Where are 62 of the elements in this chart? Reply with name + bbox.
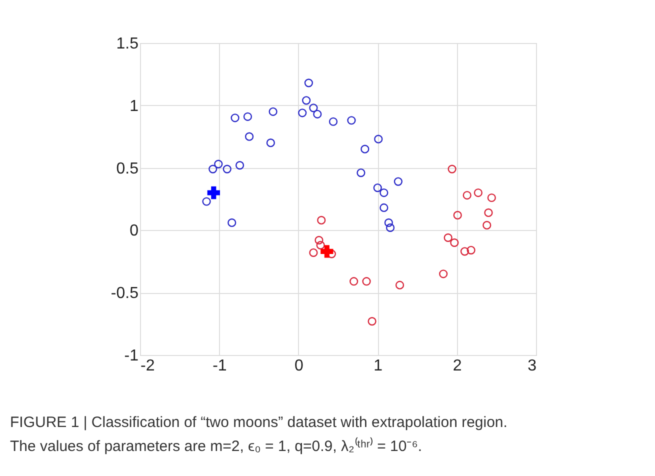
x-tick-label: 1 xyxy=(374,358,383,374)
point xyxy=(374,134,383,144)
caption: FIGURE 1 | Classification of “two moons” dataset with extrapolation region. xyxy=(10,414,508,431)
point xyxy=(466,246,476,254)
point xyxy=(314,236,324,244)
point xyxy=(460,247,470,256)
point xyxy=(350,277,358,286)
point xyxy=(394,177,402,186)
point xyxy=(380,203,388,212)
y-tick-label: 0 xyxy=(130,222,139,240)
y-tick-label: -0.5 xyxy=(110,285,139,302)
point xyxy=(268,107,278,116)
point xyxy=(384,218,393,228)
point xyxy=(439,270,448,278)
point xyxy=(222,164,232,174)
point xyxy=(214,160,223,168)
point xyxy=(244,132,254,141)
x-tick-label: 0 xyxy=(294,358,304,374)
text: The values of parameters are m=2, ϵ₀ = 1, q=0.9, λ₂⁽ᵗʰʳ⁾ = 10⁻⁶. xyxy=(10,437,422,455)
point xyxy=(380,188,388,198)
point xyxy=(316,240,325,250)
point xyxy=(313,110,322,118)
point xyxy=(373,183,382,192)
x-tick-label: 3 xyxy=(528,358,537,374)
point xyxy=(208,164,218,174)
point xyxy=(360,144,370,154)
point xyxy=(450,238,459,247)
point xyxy=(453,210,462,220)
point xyxy=(347,116,356,125)
point xyxy=(487,193,496,202)
point xyxy=(304,78,314,88)
y-tick-label: 0.5 xyxy=(116,160,139,178)
point xyxy=(235,161,244,170)
point xyxy=(266,138,275,148)
point xyxy=(462,190,472,200)
point xyxy=(482,220,492,230)
point xyxy=(320,245,334,258)
point xyxy=(243,112,252,121)
point xyxy=(202,197,211,206)
point xyxy=(317,216,326,225)
point xyxy=(309,248,318,257)
point xyxy=(386,223,395,232)
x-tick-label: -1 xyxy=(212,358,227,374)
point xyxy=(484,208,493,218)
x-tick-label: -2 xyxy=(140,358,155,374)
point xyxy=(302,96,311,105)
point xyxy=(395,280,404,290)
point xyxy=(309,104,318,112)
x-tick-label: 2 xyxy=(452,358,462,374)
point xyxy=(356,168,366,178)
point xyxy=(448,164,456,174)
point xyxy=(328,117,338,126)
y-tick-label: 1 xyxy=(130,98,139,115)
point xyxy=(444,233,452,242)
point xyxy=(368,317,376,326)
point xyxy=(230,114,240,122)
y-tick-label: 1.5 xyxy=(116,36,139,52)
point xyxy=(298,108,307,118)
point xyxy=(474,188,482,198)
point xyxy=(207,186,220,200)
point xyxy=(362,277,371,286)
point xyxy=(228,218,236,228)
